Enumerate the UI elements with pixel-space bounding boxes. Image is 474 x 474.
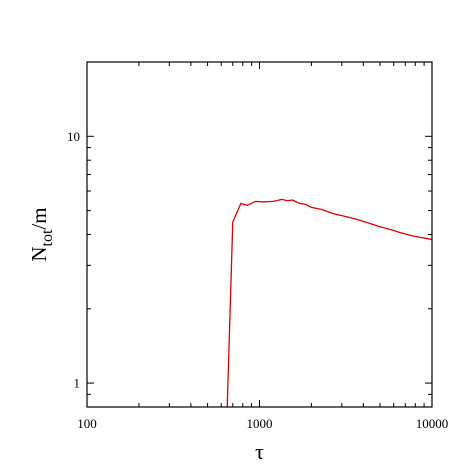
y-tick-label: 1 [74,376,81,391]
y-axis-title-subscript: tot [39,229,56,246]
x-tick-label: 100 [77,416,97,431]
series-line-0 [226,198,433,408]
y-axis-title-suffix: /m [27,207,51,229]
x-axis-title: τ [255,439,264,464]
y-tick-label: 10 [67,129,80,144]
y-axis-title-main: N [27,246,51,261]
series-layer [226,198,433,408]
y-axis-title: Ntot/m [27,207,56,261]
tick-labels-layer: 100 1000 10000 1 10 [67,129,448,431]
x-tick-label: 1000 [247,416,273,431]
x-tick-label: 10000 [416,416,449,431]
plot-frame [86,61,433,408]
ticks-layer [86,61,433,408]
